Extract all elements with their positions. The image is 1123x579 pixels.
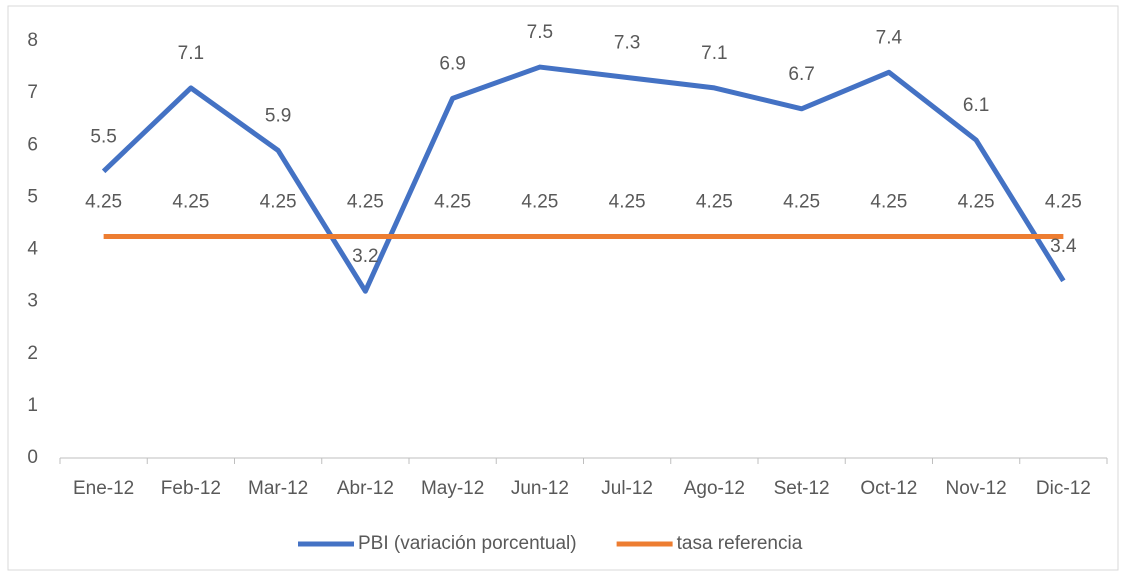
data-label: 4.25 bbox=[783, 191, 820, 212]
x-tick-label: Feb-12 bbox=[161, 478, 221, 499]
data-label: 4.25 bbox=[958, 191, 995, 212]
y-tick-label: 0 bbox=[27, 447, 38, 468]
y-tick-label: 6 bbox=[27, 134, 38, 155]
data-label: 7.4 bbox=[876, 27, 903, 48]
data-label: 4.25 bbox=[870, 191, 907, 212]
y-tick-label: 3 bbox=[27, 291, 38, 312]
data-label: 4.25 bbox=[1045, 191, 1082, 212]
x-tick-label: Jul-12 bbox=[601, 478, 653, 499]
data-label: 3.2 bbox=[352, 246, 378, 267]
data-label: 5.5 bbox=[90, 126, 116, 147]
data-label: 4.25 bbox=[347, 191, 384, 212]
legend-label: tasa referencia bbox=[677, 533, 803, 554]
data-label: 4.25 bbox=[85, 191, 122, 212]
data-label: 4.25 bbox=[172, 191, 209, 212]
y-tick-label: 2 bbox=[27, 343, 38, 364]
y-tick-label: 7 bbox=[27, 82, 38, 103]
x-tick-label: Mar-12 bbox=[248, 478, 308, 499]
data-label: 4.25 bbox=[260, 191, 297, 212]
data-label: 7.5 bbox=[527, 22, 553, 43]
chart-frame bbox=[7, 5, 1119, 571]
x-tick-label: Ene-12 bbox=[73, 478, 134, 499]
data-label: 7.1 bbox=[701, 43, 727, 64]
x-tick-label: Jun-12 bbox=[511, 478, 569, 499]
y-tick-label: 8 bbox=[27, 30, 38, 51]
x-tick-label: Set-12 bbox=[774, 478, 830, 499]
x-tick-label: Abr-12 bbox=[337, 478, 394, 499]
x-tick-label: May-12 bbox=[421, 478, 484, 499]
y-tick-label: 4 bbox=[27, 239, 38, 260]
data-label: 6.1 bbox=[963, 95, 989, 116]
data-label: 4.25 bbox=[521, 191, 558, 212]
legend-label: PBI (variación porcentual) bbox=[358, 533, 577, 554]
data-label: 6.7 bbox=[788, 64, 814, 85]
x-tick-label: Nov-12 bbox=[946, 478, 1007, 499]
y-tick-label: 1 bbox=[27, 395, 38, 416]
data-label: 3.4 bbox=[1050, 236, 1077, 257]
data-label: 6.9 bbox=[439, 53, 465, 74]
data-label: 5.9 bbox=[265, 105, 291, 126]
data-label: 7.1 bbox=[178, 43, 204, 64]
data-label: 4.25 bbox=[609, 191, 646, 212]
x-tick-label: Dic-12 bbox=[1036, 478, 1091, 499]
y-tick-label: 5 bbox=[27, 186, 38, 207]
data-label: 4.25 bbox=[434, 191, 471, 212]
series-line bbox=[101, 64, 1066, 294]
x-tick-label: Ago-12 bbox=[684, 478, 745, 499]
data-label: 7.3 bbox=[614, 33, 640, 54]
data-label: 4.25 bbox=[696, 191, 733, 212]
x-tick-label: Oct-12 bbox=[860, 478, 917, 499]
